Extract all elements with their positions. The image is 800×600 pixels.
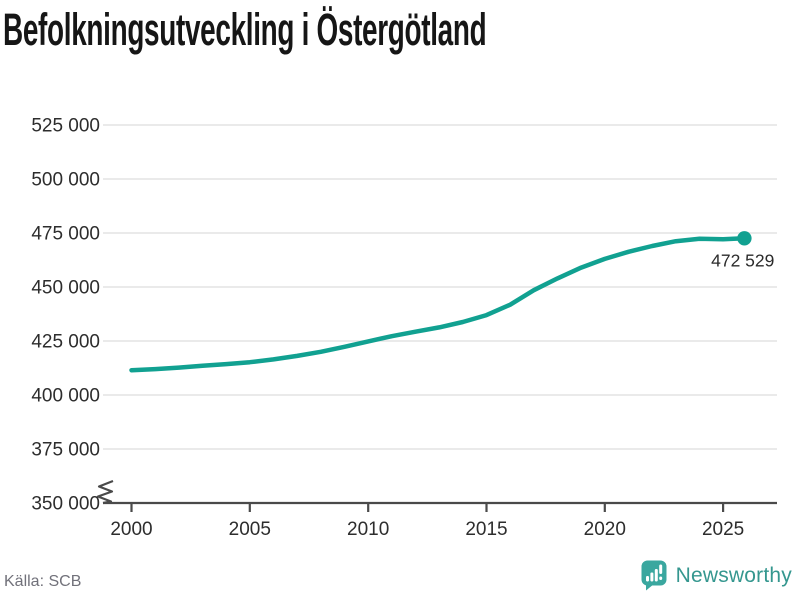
y-tick-label: 350 000: [31, 494, 100, 515]
y-tick-label: 450 000: [31, 278, 100, 299]
y-tick-label: 525 000: [31, 116, 100, 137]
source-note: Källa: SCB: [4, 573, 82, 590]
y-tick-label: 425 000: [31, 332, 100, 353]
end-value-label: 472 529: [711, 250, 774, 270]
x-tick-label: 2020: [584, 519, 626, 540]
y-tick-label: 500 000: [31, 170, 100, 191]
x-tick-label: 2015: [465, 519, 507, 540]
population-series-line: [129, 236, 747, 373]
chart-title: Befolkningsutveckling i Östergötland: [3, 4, 487, 55]
axis-break-mark: [96, 479, 114, 505]
x-tick-label: 2010: [347, 519, 389, 540]
y-tick-label: 400 000: [31, 386, 100, 407]
x-tick-label: 2025: [702, 519, 744, 540]
y-tick-label: 375 000: [31, 440, 100, 461]
newsworthy-logo[interactable]: Newsworthy: [641, 560, 792, 591]
end-point-dot: [737, 231, 752, 246]
newsworthy-logo-text: Newsworthy: [675, 563, 792, 587]
newsworthy-logo-icon: [641, 560, 667, 591]
y-tick-label: 475 000: [31, 224, 100, 245]
x-tick-label: 2000: [110, 519, 152, 540]
x-tick-label: 2005: [229, 519, 271, 540]
